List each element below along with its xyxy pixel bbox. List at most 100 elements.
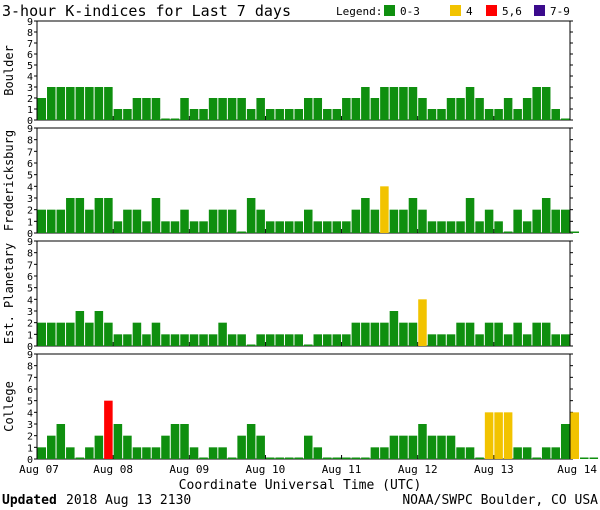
k-index-bar [313,221,323,233]
x-tick-label: Aug 07 [19,463,59,476]
k-index-bar [541,198,551,233]
k-index-bar [427,334,437,346]
k-index-bar [275,221,284,233]
y-tick-label: 2 [27,94,33,105]
k-index-bar [180,334,189,346]
k-index-bar [380,87,389,120]
chart-title: 3-hour K-indices for Last 7 days [2,2,291,20]
k-index-bar [284,109,294,120]
k-index-bar [66,87,75,120]
k-index-bar [551,209,560,233]
k-index-bar [75,87,85,120]
k-index-bar [94,198,104,233]
k-index-bar [370,209,380,233]
k-index-bar [446,435,456,459]
k-index-bar [475,221,484,233]
y-tick-label: 4 [27,72,33,83]
k-index-bar [313,447,323,459]
k-index-bar [380,447,389,459]
k-index-bar [304,209,313,233]
y-tick-label: 8 [27,136,33,147]
y-tick-label: 6 [27,385,33,396]
k-index-bar [532,457,541,459]
k-index-bar [123,334,132,346]
k-index-bar [237,98,246,120]
k-index-bar [389,435,399,459]
k-index-bar [370,447,380,459]
k-index-bar [380,322,389,346]
k-index-bar [494,221,503,233]
k-index-bar [113,424,123,459]
legend-swatch [450,5,461,16]
y-tick-label: 0 [27,116,33,127]
k-index-bar [351,209,361,233]
k-index-bar [199,221,208,233]
k-index-bar [208,334,218,346]
y-tick-label: 1 [27,105,33,116]
y-tick-label: 7 [27,39,33,50]
k-index-bar [465,198,475,233]
k-index-bar [246,344,256,346]
k-index-bar [142,334,151,346]
panel-label: Boulder [2,45,16,96]
y-tick-label: 5 [27,397,33,408]
k-index-bar [218,98,227,120]
k-index-bar [456,221,465,233]
y-tick-label: 0 [27,229,33,240]
k-index-bar [265,457,275,459]
k-index-bar [161,221,170,233]
legend-entry-label: 5,6 [502,5,522,18]
k-index-bar [246,109,256,120]
y-tick-label: 1 [27,443,33,454]
k-index-bar [113,221,123,233]
k-index-bar [484,322,494,346]
k-index-bar [580,457,589,459]
k-index-bar [66,322,75,346]
y-tick-label: 7 [27,260,33,271]
k-index-bar [351,322,361,346]
k-index-bar [218,209,227,233]
k-index-bar [475,457,484,459]
k-index-bar [132,322,142,346]
k-index-bar [37,322,47,346]
k-index-bar [208,447,218,459]
k-index-bar [208,98,218,120]
k-index-bar [513,447,522,459]
y-tick-label: 5 [27,284,33,295]
k-index-bar [246,424,256,459]
y-tick-label: 4 [27,408,33,419]
k-index-bar [94,435,104,459]
k-index-bar [418,424,427,459]
k-index-bar [399,209,408,233]
k-index-bar [503,231,513,233]
k-index-bar [399,322,408,346]
k-index-bar [85,447,94,459]
k-index-bar [522,221,532,233]
k-index-bar [66,447,75,459]
k-index-bar [370,98,380,120]
x-tick-label: Aug 11 [322,463,362,476]
k-index-bar [408,198,418,233]
k-index-bar [513,209,522,233]
k-index-bar [513,109,522,120]
y-tick-label: 3 [27,420,33,431]
k-index-bar [237,334,246,346]
y-tick-label: 2 [27,206,33,217]
k-index-bar [437,435,446,459]
k-index-bar [208,209,218,233]
legend-swatch [534,5,545,16]
k-index-bar [522,334,532,346]
k-index-bar [85,209,94,233]
k-index-bar [218,322,227,346]
y-tick-label: 2 [27,319,33,330]
k-index-bar [332,334,342,346]
k-index-bar [94,311,104,346]
k-index-bar [503,334,513,346]
k-index-bar [427,109,437,120]
k-index-bar [304,98,313,120]
k-index-bar [161,118,170,120]
k-index-bar [275,334,284,346]
source-credit: NOAA/SWPC Boulder, CO USA [402,493,598,508]
k-index-bar [66,198,75,233]
